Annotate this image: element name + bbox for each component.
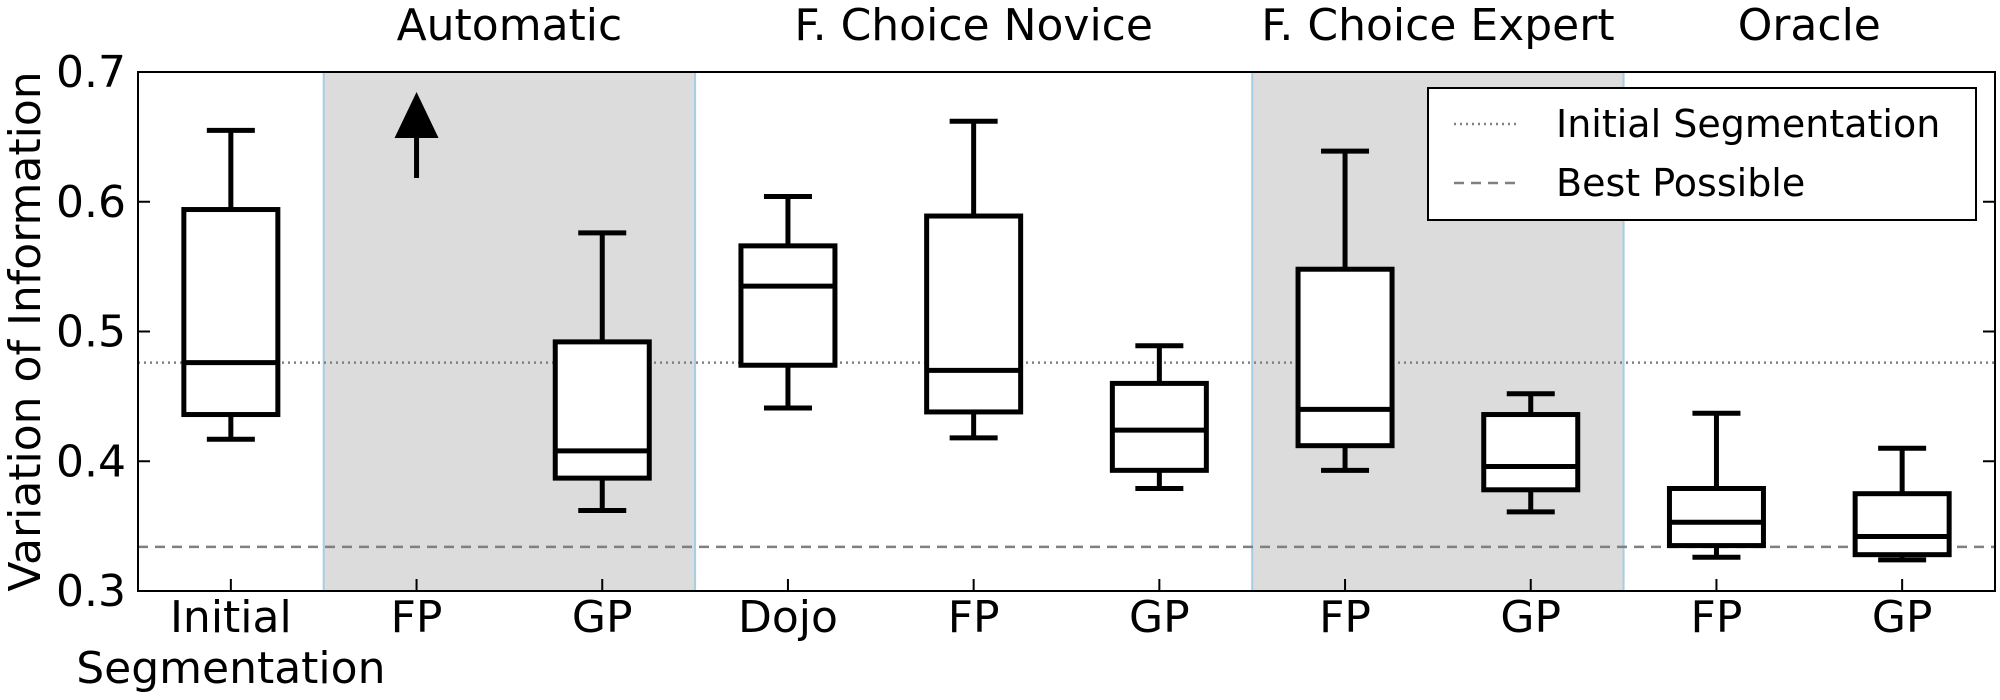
x-tick-label: GP <box>1872 592 1933 643</box>
box-iqr <box>738 243 838 368</box>
shaded-region-1 <box>323 72 696 591</box>
legend-label-best-possible: Best Possible <box>1556 161 1805 205</box>
box-0 <box>181 127 281 442</box>
box-iqr <box>1852 491 1952 558</box>
box-iqr <box>1481 412 1581 493</box>
legend-label-initial-segmentation: Initial Segmentation <box>1556 102 1940 146</box>
box-iqr <box>924 213 1024 415</box>
box-2 <box>552 230 652 514</box>
x-tick-label: FP <box>1319 592 1371 643</box>
y-axis-ticks: 0.3 0.4 0.5 0.6 0.7 <box>56 47 1995 617</box>
group-title-4: Oracle <box>1738 0 1881 51</box>
y-tick-label: 0.3 <box>56 566 126 617</box>
x-tick-label: FP <box>1691 592 1743 643</box>
box-iqr <box>552 339 652 481</box>
box-6 <box>1295 148 1395 473</box>
group-titles: Automatic F. Choice Novice F. Choice Exper… <box>397 0 1881 51</box>
box-7 <box>1481 391 1581 515</box>
x-tick-label: GP <box>1129 592 1190 643</box>
group-title-3: F. Choice Expert <box>1261 0 1614 51</box>
box-iqr <box>1109 380 1209 473</box>
x-tick-label: Dojo <box>738 592 838 643</box>
y-tick-label: 0.4 <box>56 436 126 487</box>
legend-box <box>1427 87 1977 221</box>
group-title-1: Automatic <box>397 0 623 51</box>
off-chart-arrow <box>394 92 439 178</box>
box-iqr <box>181 207 281 418</box>
y-tick-label: 0.7 <box>56 47 126 98</box>
legend: Initial Segmentation Best Possible <box>1427 87 1977 221</box>
x-tick-label: Initial <box>170 592 292 643</box>
y-tick-label: 0.6 <box>56 177 126 228</box>
box-9 <box>1852 445 1952 563</box>
box-5 <box>1109 343 1209 491</box>
arrow-head <box>394 92 439 138</box>
box-iqr <box>1666 485 1766 549</box>
box-4 <box>924 118 1024 441</box>
group-title-2: F. Choice Novice <box>794 0 1153 51</box>
box-iqr <box>1295 266 1395 449</box>
box-3 <box>738 194 838 411</box>
y-tick-label: 0.5 <box>56 307 126 358</box>
x-tick-label-line2: Segmentation <box>76 643 385 694</box>
box-8 <box>1666 410 1766 560</box>
x-tick-label: FP <box>391 592 443 643</box>
x-tick-label: GP <box>1500 592 1561 643</box>
y-axis-title: Variation of Information <box>0 71 51 591</box>
x-tick-label: FP <box>948 592 1000 643</box>
x-tick-label: GP <box>572 592 633 643</box>
boxes <box>181 92 1952 563</box>
